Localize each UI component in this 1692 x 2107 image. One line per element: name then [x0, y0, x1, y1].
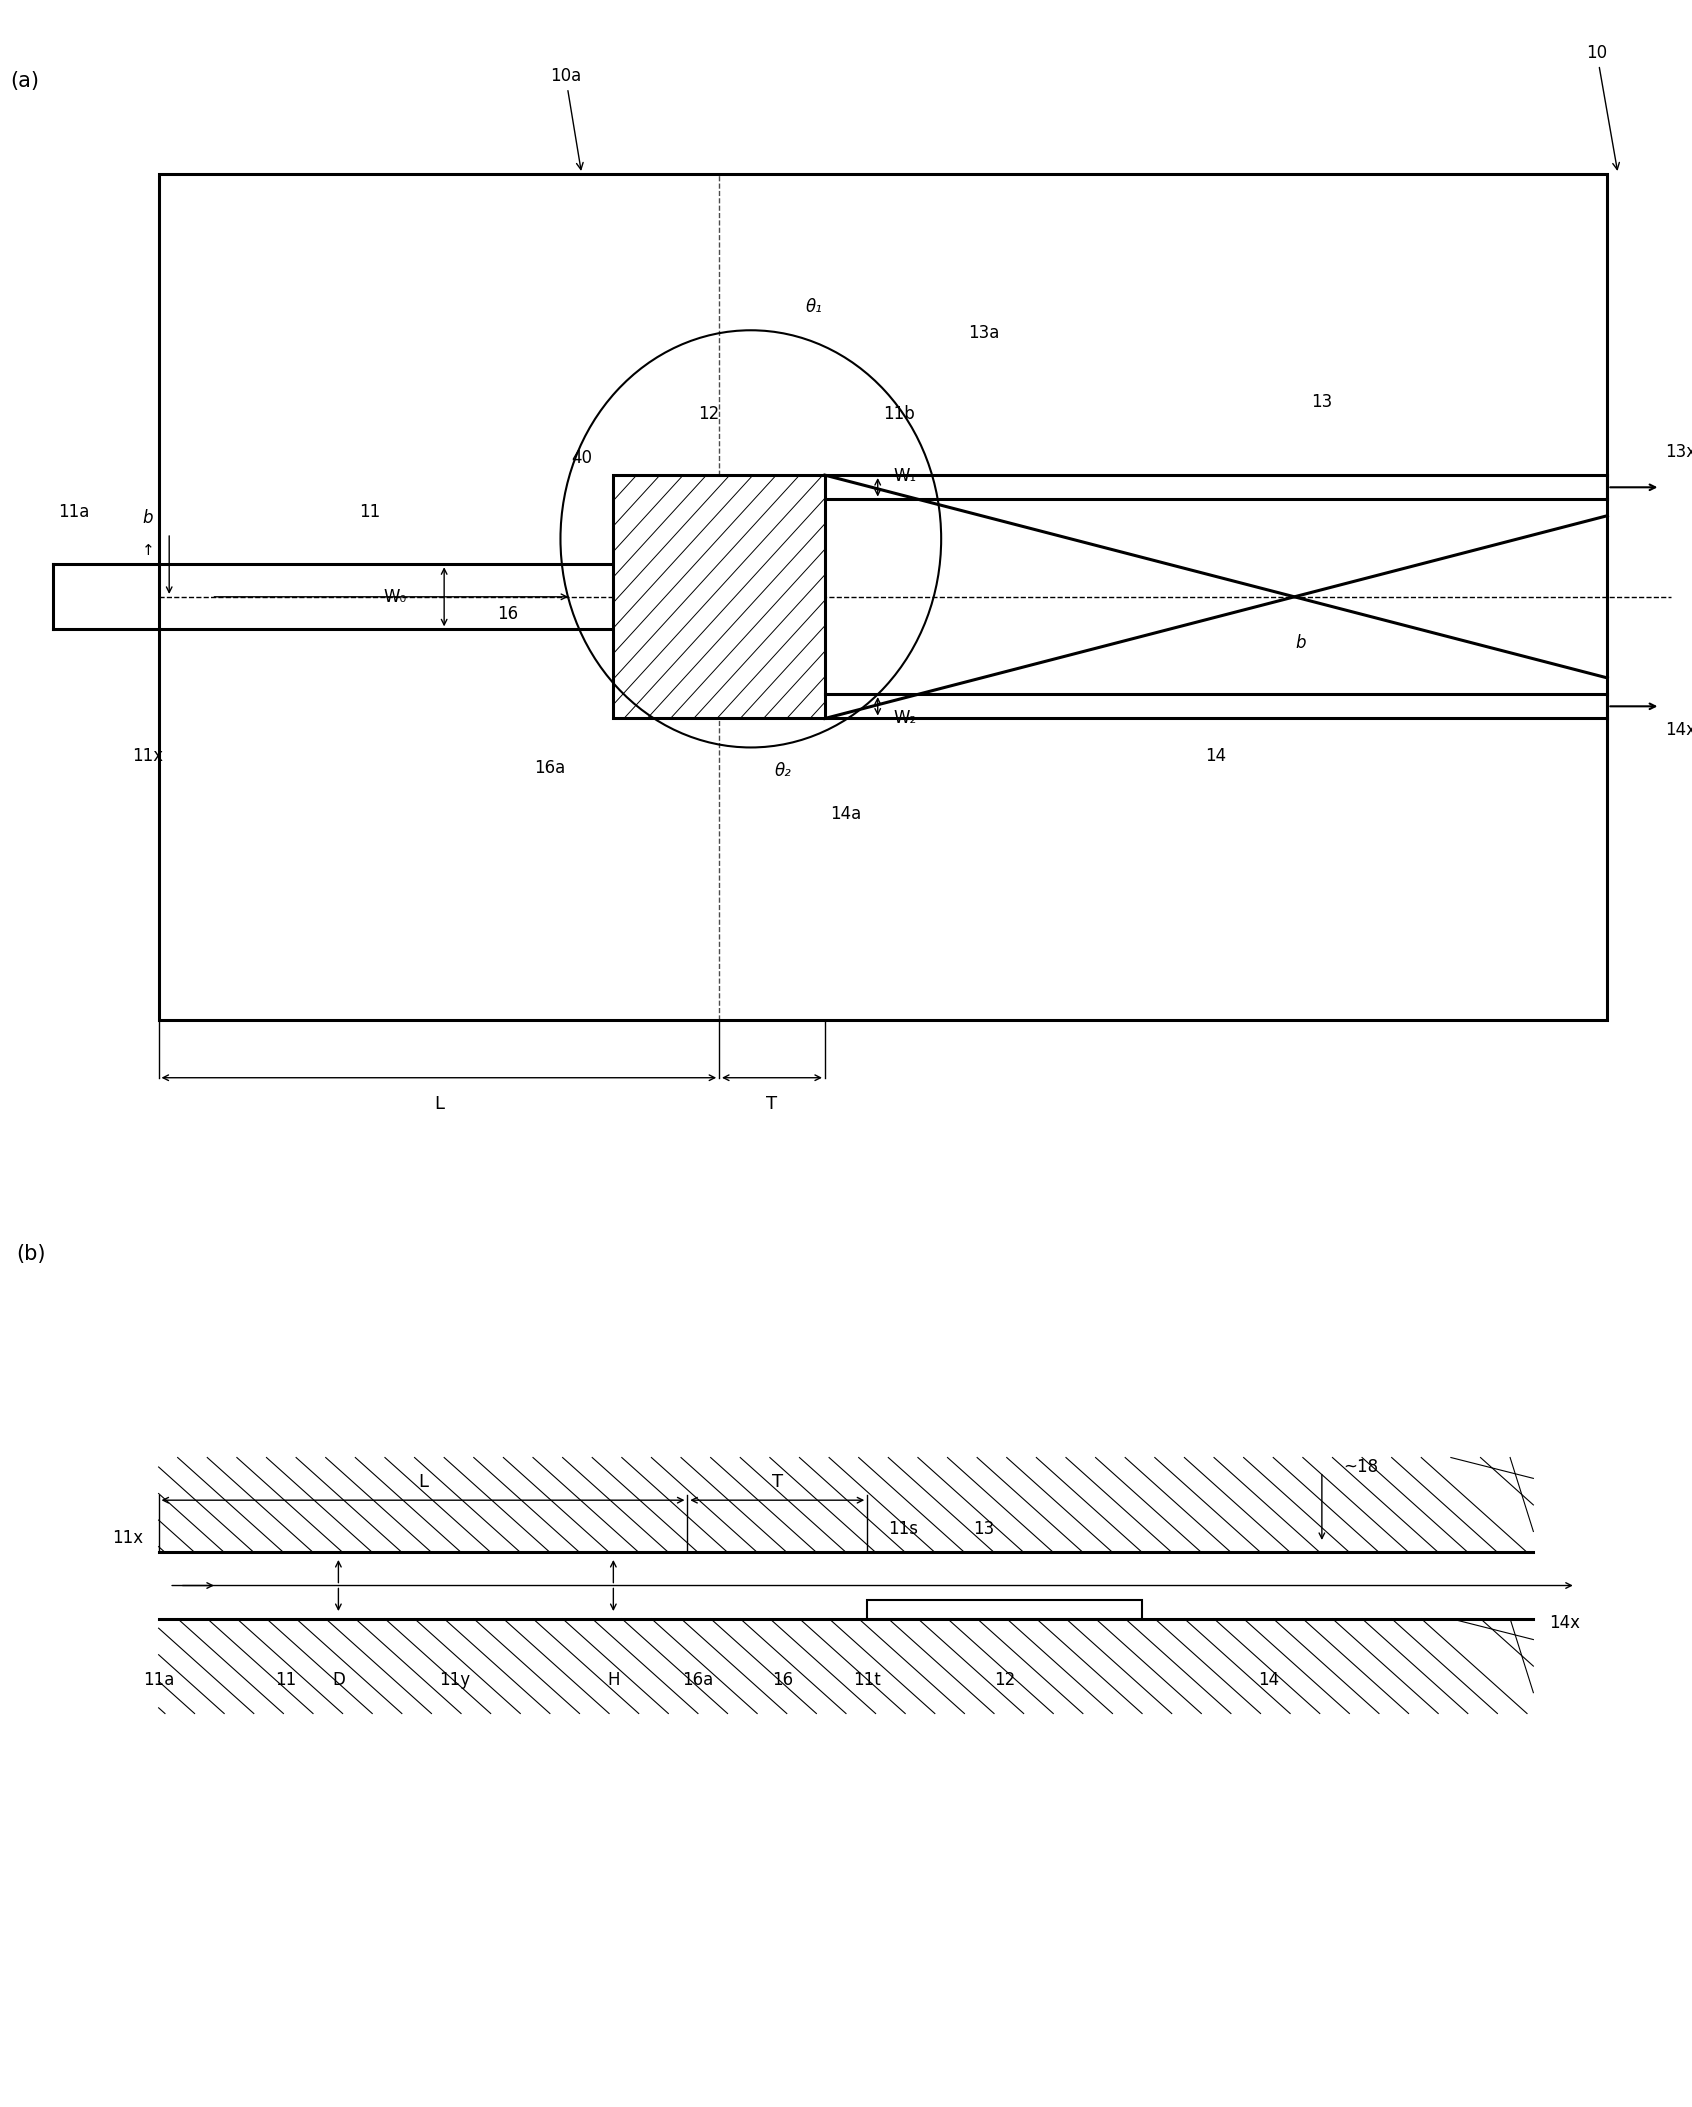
- Text: 14x: 14x: [1550, 1614, 1580, 1633]
- Text: T: T: [772, 1473, 783, 1492]
- Text: 40: 40: [572, 449, 592, 468]
- Bar: [866, 1601, 1142, 1618]
- Text: 11a: 11a: [58, 504, 90, 523]
- Text: D: D: [332, 1671, 345, 1690]
- Text: T: T: [766, 1096, 778, 1112]
- Text: ↑: ↑: [142, 544, 154, 558]
- Text: (a): (a): [10, 72, 39, 91]
- Text: 11a: 11a: [142, 1671, 174, 1690]
- Text: 12: 12: [697, 405, 719, 424]
- Text: H: H: [607, 1671, 619, 1690]
- Text: b: b: [1296, 634, 1306, 653]
- Text: 13: 13: [973, 1519, 995, 1538]
- Text: W₂: W₂: [893, 708, 917, 727]
- Text: W₀: W₀: [384, 588, 408, 607]
- Text: 16: 16: [497, 605, 518, 624]
- Bar: [613, 476, 824, 718]
- Text: 16a: 16a: [535, 759, 565, 777]
- Text: W₁: W₁: [893, 468, 917, 485]
- Text: θ₂: θ₂: [775, 761, 790, 780]
- Text: θ₁: θ₁: [805, 297, 822, 316]
- Text: 11: 11: [359, 504, 381, 523]
- Text: L: L: [433, 1096, 443, 1112]
- Text: 13a: 13a: [968, 324, 1000, 341]
- Text: 10a: 10a: [550, 67, 584, 169]
- Text: 11x: 11x: [112, 1530, 142, 1547]
- Text: 13x: 13x: [1665, 442, 1692, 461]
- Text: 11y: 11y: [440, 1671, 470, 1690]
- Text: 10: 10: [1585, 44, 1619, 169]
- Text: 14a: 14a: [831, 805, 861, 824]
- Text: b: b: [142, 510, 154, 527]
- Text: 11b: 11b: [883, 405, 915, 424]
- Text: 13: 13: [1311, 394, 1333, 411]
- Polygon shape: [159, 1458, 1533, 1553]
- Text: L: L: [418, 1473, 428, 1492]
- Text: 11x: 11x: [132, 748, 164, 765]
- Text: ~18: ~18: [1343, 1458, 1379, 1477]
- Text: 11s: 11s: [888, 1519, 919, 1538]
- Text: 14: 14: [1206, 748, 1227, 765]
- Text: 16a: 16a: [682, 1671, 714, 1690]
- Text: 14: 14: [1259, 1671, 1279, 1690]
- Text: 11t: 11t: [853, 1671, 882, 1690]
- Bar: [159, 175, 1607, 1020]
- Text: 11: 11: [274, 1671, 296, 1690]
- Text: 16: 16: [772, 1671, 794, 1690]
- Text: 14x: 14x: [1665, 721, 1692, 740]
- Text: (b): (b): [15, 1243, 46, 1264]
- Text: 12: 12: [993, 1671, 1015, 1690]
